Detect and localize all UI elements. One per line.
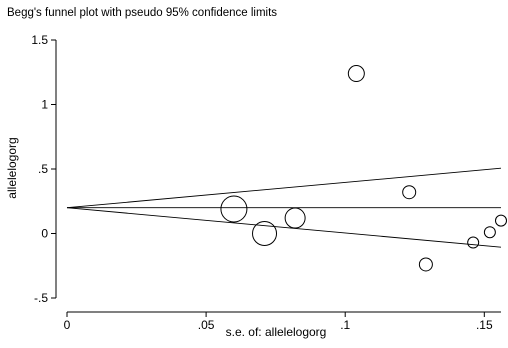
study-point [347,65,365,83]
y-tick-label: 1.5 [31,33,48,47]
y-tick-label: 1 [41,98,48,112]
study-point [220,195,248,223]
study-point [495,214,507,227]
y-tick-label: -.5 [34,291,48,305]
study-point [284,207,306,229]
x-tick-label: .1 [340,318,350,332]
chart-title: Begg's funnel plot with pseudo 95% confi… [7,7,277,19]
axes: -.5 0 .5 1 1.5 0 .05 .1 .15 [31,33,501,332]
lower-confidence-limit-line [66,207,502,248]
x-axis-label: s.e. of: allelelogorg [226,325,327,339]
study-points [220,65,507,272]
y-axis-label: allelelogorg [5,137,19,198]
study-point [252,221,278,246]
study-point [418,257,433,272]
x-tick-label: .05 [198,318,215,332]
study-point [483,226,496,239]
y-tick-label: .5 [38,162,48,176]
y-tick-label: 0 [41,227,48,241]
study-point [467,236,480,249]
study-point [402,185,417,200]
x-tick-label: .15 [476,318,493,332]
funnel-lines [66,167,502,248]
upper-confidence-limit-line [66,167,502,209]
x-tick-label: 0 [64,318,71,332]
